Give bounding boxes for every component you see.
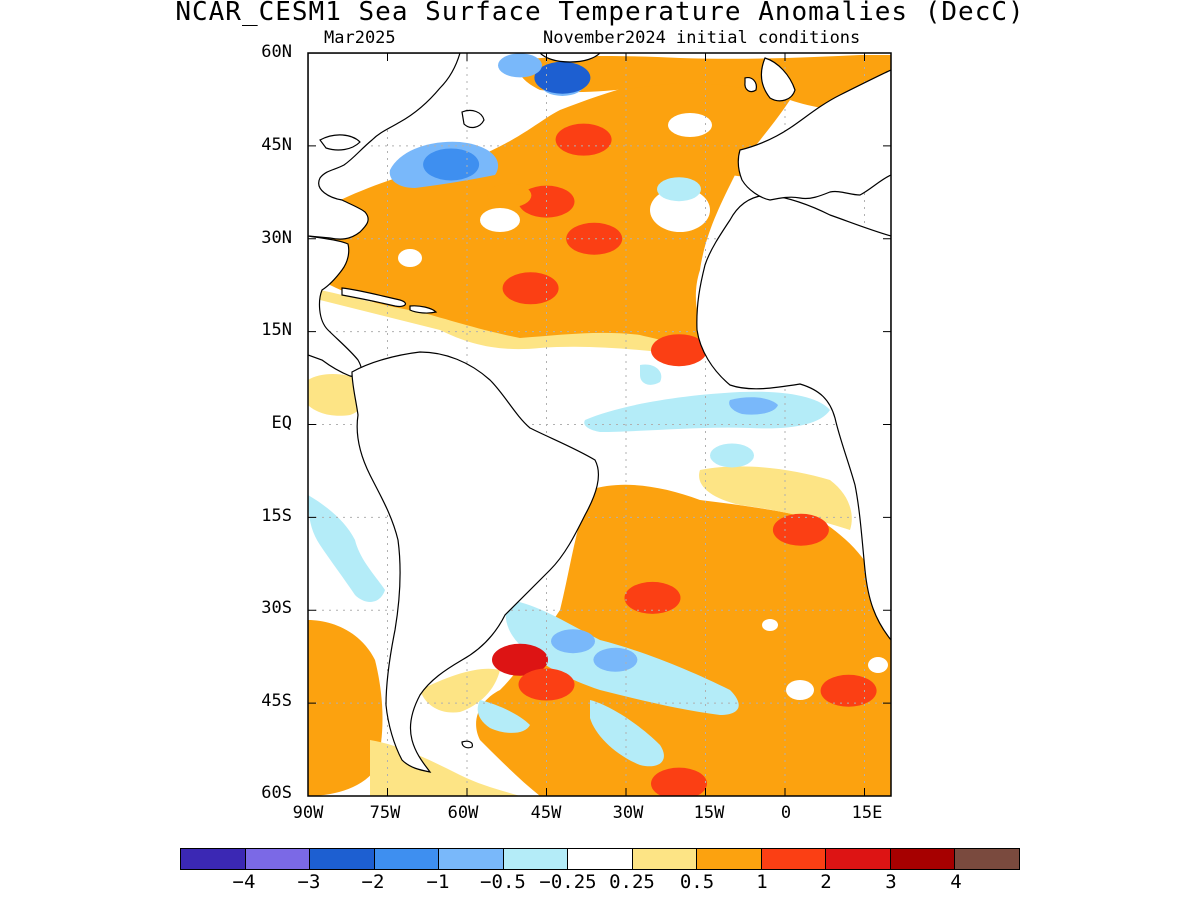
great-lakes — [319, 134, 361, 151]
lon-label: 30W — [612, 803, 644, 823]
lon-label: 60W — [447, 803, 479, 823]
anomaly-blob — [498, 53, 542, 78]
axis-ticks — [307, 52, 891, 797]
weak-warm-anomaly-1 — [320, 290, 700, 355]
legend-label: 0.5 — [679, 871, 715, 893]
legend-swatch — [697, 849, 762, 869]
anomaly-blob — [423, 148, 480, 181]
legend-swatch — [761, 849, 827, 869]
legend-label: 1 — [756, 871, 768, 893]
lon-label: 15E — [851, 803, 883, 823]
legend-label: 2 — [820, 871, 832, 893]
lon-label: 90W — [292, 803, 324, 823]
anomaly-blob — [657, 177, 701, 202]
neutral-patch-6 — [762, 619, 778, 631]
legend-swatch — [826, 849, 891, 869]
lat-label: 60N — [261, 42, 292, 62]
anomaly-blob — [772, 513, 829, 546]
legend-label: 4 — [950, 871, 962, 893]
legend-label: −2 — [361, 871, 385, 893]
anomaly-blob — [566, 222, 623, 255]
legend-label: −0.25 — [539, 871, 597, 893]
lat-label: 30S — [261, 598, 292, 618]
warm-anomaly-2 — [518, 55, 891, 112]
legend-swatch — [890, 849, 956, 869]
legend-swatch — [310, 849, 375, 869]
neutral-patch-2 — [480, 208, 520, 232]
initial-conditions-label: November2024 initial conditions — [543, 28, 861, 48]
anomaly-blob — [624, 581, 681, 614]
land-masses — [308, 53, 891, 773]
cool-anomaly-7 — [477, 700, 530, 733]
legend-swatch — [181, 849, 246, 869]
legend-swatch — [955, 849, 1019, 869]
falkland-islands-land — [461, 740, 473, 749]
europe-land — [737, 69, 891, 201]
lat-label: 15N — [261, 320, 292, 340]
legend-swatch — [245, 849, 311, 869]
lon-label: 45W — [530, 803, 562, 823]
anomaly-blob — [555, 123, 612, 156]
anomaly-blob — [551, 629, 595, 654]
legend-swatch — [568, 849, 633, 869]
hispaniola-land — [409, 305, 438, 314]
cool-anomaly-5 — [590, 700, 664, 767]
lon-label: 0 — [780, 803, 792, 823]
caribbean-islands-land — [341, 287, 407, 308]
anomaly-blob — [502, 272, 559, 305]
lon-label: 15W — [693, 803, 725, 823]
weak-warm-anomaly-5 — [420, 668, 500, 713]
legend-label: −3 — [297, 871, 321, 893]
british-isles-land — [760, 57, 796, 102]
legend-swatch — [632, 849, 698, 869]
cool-anomaly-8 — [640, 364, 662, 385]
legend-swatch — [503, 849, 569, 869]
neutral-patch-5 — [786, 680, 814, 700]
warm-anomaly-4 — [308, 620, 383, 796]
chart-title: NCAR_CESM1 Sea Surface Temperature Anoma… — [175, 0, 1025, 27]
lat-label: 15S — [261, 506, 292, 526]
legend-label: −0.5 — [480, 871, 526, 893]
legend-label: 0.25 — [609, 871, 655, 893]
color-legend — [180, 848, 1020, 870]
lat-label: 60S — [261, 783, 292, 803]
neutral-patch-4 — [650, 188, 710, 232]
south-america-land — [351, 351, 599, 773]
weak-warm-anomaly-3 — [699, 466, 852, 530]
ireland-land — [744, 77, 757, 93]
anomaly-blob — [710, 443, 754, 468]
anomaly-blob — [593, 647, 638, 672]
north-america-land — [308, 53, 461, 240]
legend-swatch — [439, 849, 504, 869]
lat-label: EQ — [271, 413, 292, 433]
lat-label: 45S — [261, 691, 292, 711]
central-america-land — [308, 235, 362, 377]
map-panel — [308, 53, 891, 796]
lat-label: 30N — [261, 228, 292, 248]
newfoundland-land — [461, 109, 485, 129]
lon-label: 75W — [369, 803, 401, 823]
neutral-patch-7 — [868, 657, 888, 673]
anomaly-blob — [487, 183, 532, 208]
legend-label: −1 — [426, 871, 450, 893]
cool-anomaly-6 — [308, 495, 385, 602]
anomaly-blob — [820, 674, 877, 707]
neutral-patch-3 — [398, 249, 422, 267]
legend-label: 3 — [885, 871, 897, 893]
warm-anomaly-3 — [476, 484, 891, 796]
neutral-patch-1 — [668, 113, 712, 137]
anomaly-blob — [534, 61, 591, 94]
anomaly-blob — [492, 643, 548, 676]
forecast-month-label: Mar2025 — [324, 28, 396, 48]
cool-anomaly-3 — [729, 397, 778, 415]
legend-label: −4 — [232, 871, 256, 893]
anomaly-blob — [651, 334, 707, 367]
weak-warm-anomaly-2 — [308, 374, 366, 416]
lat-label: 45N — [261, 135, 292, 155]
anomaly-blob — [651, 767, 707, 796]
legend-swatch — [374, 849, 440, 869]
